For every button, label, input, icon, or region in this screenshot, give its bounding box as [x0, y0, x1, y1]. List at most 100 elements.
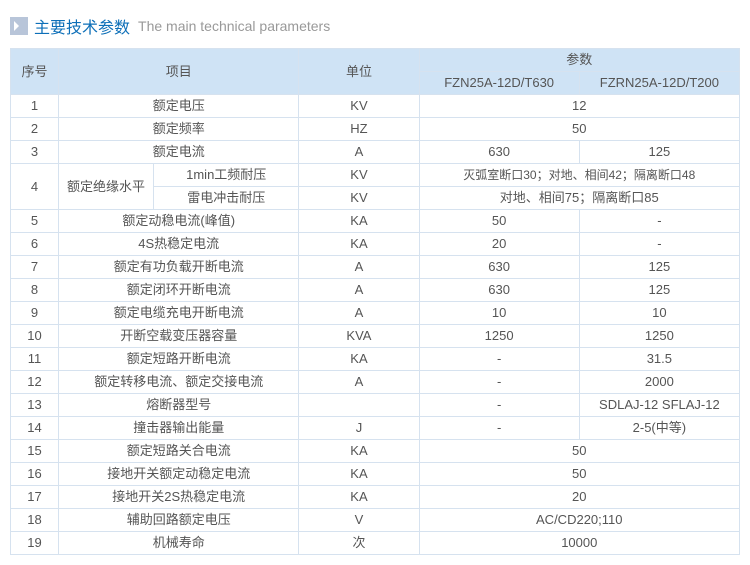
table-row: 13熔断器型号-SDLAJ-12 SFLAJ-12	[11, 394, 740, 417]
cell-v1: 630	[419, 141, 579, 164]
cell-item: 辅助回路额定电压	[59, 509, 299, 532]
cell-v1: 1250	[419, 325, 579, 348]
cell-seq: 14	[11, 417, 59, 440]
cell-item: 额定短路关合电流	[59, 440, 299, 463]
cell-unit: KA	[299, 463, 419, 486]
cell-seq: 19	[11, 532, 59, 555]
cell-item: 4S热稳定电流	[59, 233, 299, 256]
table-row: 10开断空载变压器容量KVA12501250	[11, 325, 740, 348]
cell-seq: 4	[11, 164, 59, 210]
cell-unit: HZ	[299, 118, 419, 141]
cell-item: 额定动稳电流(峰值)	[59, 210, 299, 233]
table-body: 1额定电压KV122额定频率HZ503额定电流A6301254额定绝缘水平1mi…	[11, 95, 740, 555]
cell-seq: 10	[11, 325, 59, 348]
cell-unit: V	[299, 509, 419, 532]
cell-item: 额定短路开断电流	[59, 348, 299, 371]
cell-item: 接地开关2S热稳定电流	[59, 486, 299, 509]
cell-seq: 17	[11, 486, 59, 509]
cell-v1: -	[419, 348, 579, 371]
table-row: 12额定转移电流、额定交接电流A-2000	[11, 371, 740, 394]
cell-seq: 2	[11, 118, 59, 141]
cell-item: 机械寿命	[59, 532, 299, 555]
cell-v2: 125	[579, 256, 739, 279]
table-row: 2额定频率HZ50	[11, 118, 740, 141]
arrow-icon	[10, 17, 28, 35]
cell-seq: 7	[11, 256, 59, 279]
insulation-main: 额定绝缘水平	[59, 164, 154, 209]
cell-unit: A	[299, 141, 419, 164]
cell-unit: KA	[299, 486, 419, 509]
cell-seq: 12	[11, 371, 59, 394]
cell-unit: J	[299, 417, 419, 440]
table-row: 14撞击器输出能量J-2-5(中等)	[11, 417, 740, 440]
col-p1: FZN25A-12D/T630	[419, 72, 579, 95]
table-row: 19机械寿命次10000	[11, 532, 740, 555]
cell-seq: 3	[11, 141, 59, 164]
cell-item: 额定绝缘水平1min工频耐压雷电冲击耐压	[59, 164, 299, 210]
table-row: 3额定电流A630125	[11, 141, 740, 164]
cell-unit: KA	[299, 440, 419, 463]
cell-v2: 125	[579, 141, 739, 164]
cell-item: 额定电流	[59, 141, 299, 164]
cell-unit: A	[299, 371, 419, 394]
cell-item: 额定转移电流、额定交接电流	[59, 371, 299, 394]
table-row: 1额定电压KV12	[11, 95, 740, 118]
cell-v1: 630	[419, 256, 579, 279]
params-table: 序号 项目 单位 参数 FZN25A-12D/T630 FZRN25A-12D/…	[10, 48, 740, 555]
cell-v2: 1250	[579, 325, 739, 348]
cell-seq: 18	[11, 509, 59, 532]
cell-seq: 16	[11, 463, 59, 486]
cell-v1: 20	[419, 233, 579, 256]
cell-v2: 125	[579, 279, 739, 302]
insulation-b: 雷电冲击耐压	[154, 187, 298, 209]
cell-seq: 11	[11, 348, 59, 371]
cell-value: 10000	[419, 532, 739, 555]
cell-seq: 9	[11, 302, 59, 325]
cell-unit: KVA	[299, 325, 419, 348]
col-unit: 单位	[299, 49, 419, 95]
cell-seq: 6	[11, 233, 59, 256]
cell-item: 开断空载变压器容量	[59, 325, 299, 348]
col-params: 参数	[419, 49, 739, 72]
cell-item: 接地开关额定动稳定电流	[59, 463, 299, 486]
cell-v2: 10	[579, 302, 739, 325]
cell-item: 额定电压	[59, 95, 299, 118]
cell-item: 撞击器输出能量	[59, 417, 299, 440]
cell-v2: -	[579, 210, 739, 233]
cell-v1: -	[419, 371, 579, 394]
cell-seq: 1	[11, 95, 59, 118]
cell-value: 灭弧室断口30；对地、相间42；隔离断口48	[419, 164, 739, 187]
cell-v2: 2000	[579, 371, 739, 394]
table-row: 64S热稳定电流KA20-	[11, 233, 740, 256]
cell-value: 12	[419, 95, 739, 118]
cell-v2: 31.5	[579, 348, 739, 371]
cell-unit: A	[299, 279, 419, 302]
cell-value: 20	[419, 486, 739, 509]
cell-unit: A	[299, 256, 419, 279]
cell-value: 50	[419, 118, 739, 141]
cell-v2: SDLAJ-12 SFLAJ-12	[579, 394, 739, 417]
section-header: 主要技术参数 The main technical parameters	[10, 10, 740, 48]
cell-item: 额定电缆充电开断电流	[59, 302, 299, 325]
cell-item: 额定闭环开断电流	[59, 279, 299, 302]
cell-v1: -	[419, 394, 579, 417]
cell-seq: 5	[11, 210, 59, 233]
table-head: 序号 项目 单位 参数 FZN25A-12D/T630 FZRN25A-12D/…	[11, 49, 740, 95]
cell-value: 对地、相间75；隔离断口85	[419, 187, 739, 210]
cell-value: AC/CD220;110	[419, 509, 739, 532]
table-row: 15额定短路关合电流KA50	[11, 440, 740, 463]
cell-value: 50	[419, 440, 739, 463]
cell-unit	[299, 394, 419, 417]
cell-v1: 50	[419, 210, 579, 233]
cell-unit: 次	[299, 532, 419, 555]
table-row: 11额定短路开断电流KA-31.5	[11, 348, 740, 371]
cell-v1: 10	[419, 302, 579, 325]
table-row: 7额定有功负载开断电流A630125	[11, 256, 740, 279]
table-row: 5额定动稳电流(峰值)KA50-	[11, 210, 740, 233]
table-row: 16接地开关额定动稳定电流KA50	[11, 463, 740, 486]
title-chinese: 主要技术参数	[34, 14, 130, 38]
cell-v2: -	[579, 233, 739, 256]
col-seq: 序号	[11, 49, 59, 95]
cell-unit: KA	[299, 233, 419, 256]
cell-seq: 15	[11, 440, 59, 463]
